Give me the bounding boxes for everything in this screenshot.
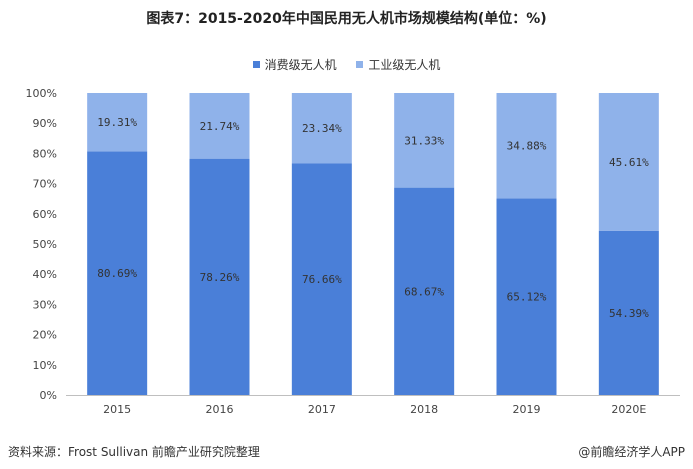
data-label: 31.33% [404, 134, 444, 147]
source-note: 资料来源：Frost Sullivan 前瞻产业研究院整理 [8, 445, 260, 459]
bar-segment-consumer [598, 230, 659, 395]
y-tick-label: 100% [26, 87, 57, 100]
bar-segment-consumer [496, 198, 557, 395]
x-tick-label: 2018 [410, 403, 438, 416]
bar-segment-industrial [87, 93, 148, 152]
y-tick-label: 30% [33, 298, 57, 311]
bar-segment-industrial [189, 93, 250, 159]
chart-title: 图表7：2015-2020年中国民用无人机市场规模结构(单位：%) [146, 11, 547, 27]
data-label: 76.66% [302, 273, 342, 286]
bar-segment-consumer [291, 163, 352, 395]
stacked-bar-chart: 0% 10% 20% 30% 40% 50% 60% 70% 80% 90% 100% 80.69% 1… [26, 87, 680, 416]
data-label: 21.74% [200, 120, 240, 133]
data-label: 19.31% [97, 116, 137, 129]
y-tick-label: 90% [33, 117, 57, 130]
y-tick-label: 50% [33, 238, 57, 251]
data-label: 45.61% [609, 156, 649, 169]
data-label: 78.26% [200, 271, 240, 284]
y-tick-label: 70% [33, 178, 57, 191]
y-tick-label: 40% [33, 268, 57, 281]
data-label: 80.69% [97, 267, 137, 280]
y-tick-label: 80% [33, 147, 57, 160]
bar-segment-consumer [189, 158, 250, 395]
data-label: 23.34% [302, 122, 342, 135]
legend-label-industrial: 工业级无人机 [368, 58, 441, 72]
data-label: 68.67% [404, 285, 444, 298]
y-tick-label: 60% [33, 208, 57, 221]
bar-segment-industrial [394, 93, 455, 188]
bar-segment-industrial [598, 93, 659, 231]
data-label: 54.39% [609, 307, 649, 320]
bar-segment-consumer [394, 187, 455, 395]
x-tick-label: 2016 [206, 403, 234, 416]
bar-segment-consumer [87, 151, 148, 395]
x-tick-label: 2020E [611, 403, 646, 416]
x-tick-label: 2017 [308, 403, 336, 416]
bar-segment-industrial [496, 93, 557, 199]
y-tick-label: 0% [40, 389, 57, 402]
data-label: 34.88% [507, 140, 547, 153]
x-tick-label: 2019 [513, 403, 541, 416]
legend-label-consumer: 消费级无人机 [264, 58, 337, 72]
legend-swatch-industrial [356, 61, 364, 68]
legend: 消费级无人机 工业级无人机 [0, 56, 693, 73]
y-tick-label: 20% [33, 329, 57, 342]
data-label: 65.12% [507, 291, 547, 304]
legend-item-industrial: 工业级无人机 [356, 56, 440, 73]
legend-swatch-consumer [252, 61, 260, 68]
y-tick-label: 10% [33, 359, 57, 372]
x-tick-label: 2015 [103, 403, 131, 416]
legend-item-consumer: 消费级无人机 [252, 56, 337, 73]
bar-segment-industrial [291, 93, 352, 164]
brand-credit: @前瞻经济学人APP [578, 445, 685, 459]
